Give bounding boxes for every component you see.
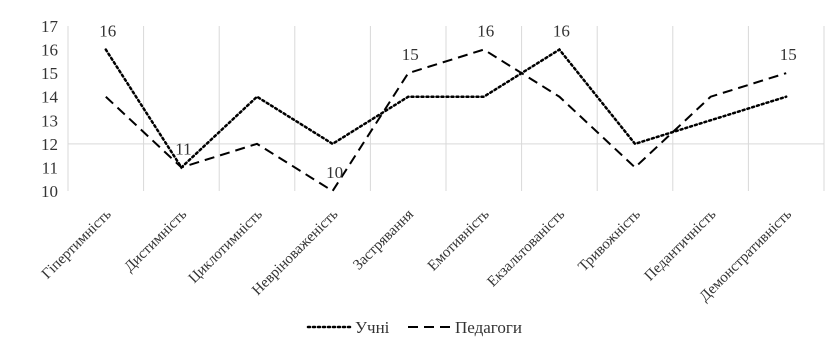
- y-tick-label: 14: [41, 88, 59, 107]
- x-tick-label: Екзальтованість: [485, 206, 569, 290]
- x-tick-label: Дистимність: [121, 206, 190, 275]
- data-label: 10: [326, 163, 343, 182]
- y-tick-label: 16: [41, 41, 58, 60]
- series-line-1: [104, 47, 788, 170]
- y-tick-label: 10: [41, 182, 58, 201]
- legend-label: Педагоги: [455, 318, 522, 337]
- data-label: 15: [402, 45, 419, 64]
- x-tick-label: Педантичність: [642, 206, 720, 284]
- x-tick-label: Тривожність: [575, 206, 644, 275]
- y-tick-label: 15: [41, 64, 58, 83]
- data-label: 11: [175, 139, 191, 158]
- y-tick-label: 12: [41, 135, 58, 154]
- y-tick-label: 17: [41, 17, 59, 36]
- series-line-2: [105, 48, 787, 193]
- data-label: 16: [477, 22, 494, 41]
- y-tick-label: 11: [42, 158, 58, 177]
- data-label: 16: [553, 22, 570, 41]
- y-tick-label: 13: [41, 111, 58, 130]
- x-tick-label: Циклотимність: [186, 206, 266, 286]
- data-label: 15: [780, 45, 797, 64]
- x-tick-label: Застрявання: [350, 206, 417, 273]
- x-tick-label: Емотивність: [425, 206, 493, 274]
- legend-label: Учні: [355, 318, 390, 337]
- x-tick-label: Гіпертимність: [39, 206, 115, 282]
- data-label: 16: [99, 22, 116, 41]
